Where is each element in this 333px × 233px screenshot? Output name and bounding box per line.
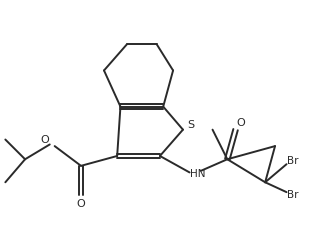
Text: Br: Br <box>286 190 298 200</box>
Text: O: O <box>77 199 85 209</box>
Text: Br: Br <box>286 156 298 166</box>
Text: HN: HN <box>190 169 206 179</box>
Text: O: O <box>40 134 49 144</box>
Text: S: S <box>187 120 195 130</box>
Text: O: O <box>236 118 245 128</box>
